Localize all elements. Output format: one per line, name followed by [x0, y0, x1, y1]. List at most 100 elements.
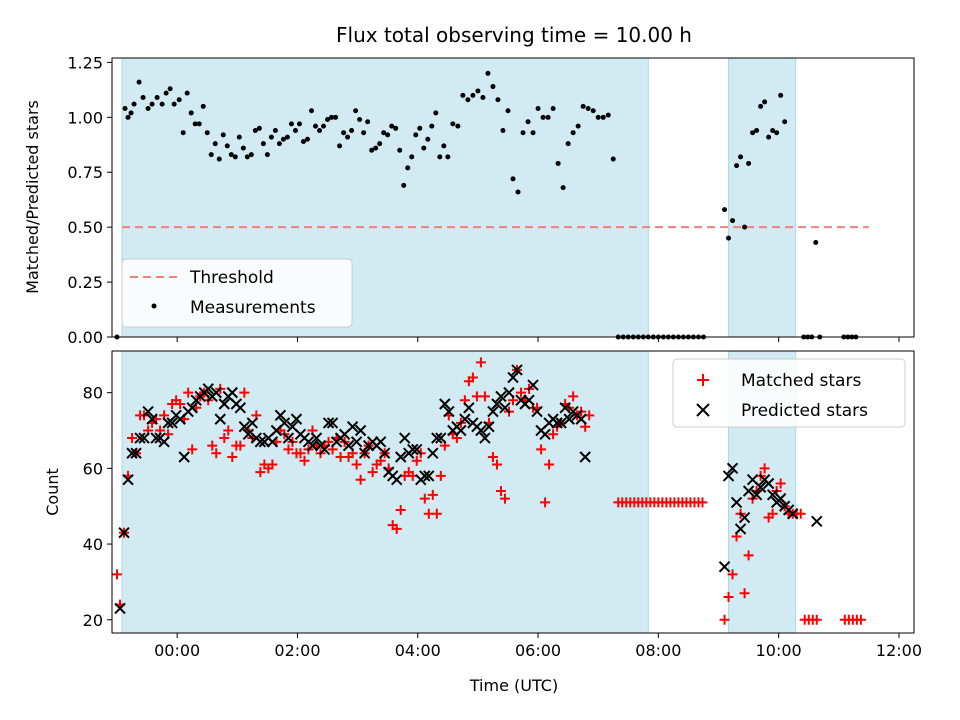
measurement-point: [405, 165, 411, 171]
matched-star-marker: [479, 391, 490, 402]
measurement-point: [560, 185, 566, 191]
top-legend: Threshold Measurements: [121, 258, 353, 328]
measurement-point: [409, 154, 415, 160]
measurement-point: [317, 127, 323, 133]
matched-star-marker: [419, 493, 430, 504]
measurement-point: [595, 114, 601, 120]
predicted-star-marker: [138, 432, 150, 444]
measurement-point: [304, 136, 310, 142]
matched-star-marker: [427, 489, 438, 500]
measurement-point: [417, 125, 423, 131]
measurement-point: [325, 117, 331, 123]
measurement-point: [762, 99, 768, 105]
measurement-point: [505, 108, 511, 114]
matched-star-marker: [499, 493, 510, 504]
predicted-star-marker: [495, 390, 507, 403]
predicted-star-marker: [278, 417, 291, 429]
measurement-point: [188, 110, 194, 116]
measurement-point: [495, 97, 501, 103]
measurement-point: [445, 154, 451, 160]
measurement-point: [754, 127, 760, 133]
predicted-star-marker: [487, 405, 499, 418]
measurement-point: [770, 127, 776, 133]
measurement-point: [184, 90, 190, 96]
predicted-star-marker: [455, 424, 467, 437]
matched-star-marker: [548, 429, 559, 440]
measurement-point: [726, 235, 732, 241]
x-tick-label: 00:00: [154, 641, 200, 660]
measurement-point: [292, 127, 298, 133]
predicted-star-marker: [310, 432, 323, 444]
measurement-point: [216, 156, 222, 162]
measurement-point: [385, 132, 391, 138]
matched-star-marker: [112, 569, 123, 580]
matched-star-marker: [219, 433, 230, 444]
measurement-point: [397, 147, 403, 153]
measurement-point: [240, 145, 246, 151]
measurement-point: [154, 95, 160, 101]
matched-star-marker: [411, 455, 422, 466]
predicted-star-marker: [166, 417, 178, 429]
matched-star-marker: [568, 391, 579, 402]
matched-star-marker: [536, 444, 547, 455]
bottom-panel: 00:00 02:00 04:00 06:00 08:00 10:00 12:00 20 40…: [43, 350, 922, 695]
measurement-point: [605, 112, 611, 118]
matched-star-marker: [223, 425, 234, 436]
measurement-point: [381, 130, 387, 136]
measurement-point: [413, 132, 419, 138]
measurement-point: [515, 189, 521, 195]
matched-star-marker: [255, 467, 266, 478]
measurement-point: [167, 86, 173, 92]
bottom-y-tick-label: 60: [83, 459, 103, 478]
measurement-point: [122, 106, 128, 112]
measurement-point: [610, 156, 616, 162]
predicted-star-marker: [726, 462, 739, 475]
predicted-star-marker: [178, 451, 190, 463]
predicted-star-marker: [459, 413, 471, 425]
measurement-point: [813, 240, 819, 246]
matched-star-marker: [435, 470, 446, 481]
measurement-point: [450, 121, 456, 127]
matched-star-marker: [516, 387, 527, 398]
predicted-star-marker: [374, 436, 387, 448]
predicted-star-marker: [158, 436, 170, 448]
measurement-point: [425, 136, 431, 142]
measurement-point: [284, 134, 290, 140]
matched-star-marker: [767, 508, 778, 519]
predicted-star-marker: [322, 417, 335, 429]
measurement-point: [268, 134, 274, 140]
measurement-point: [200, 103, 206, 109]
measurement-point: [149, 101, 155, 107]
predicted-star-marker: [750, 489, 763, 501]
chart-title: Flux total observing time = 10.00 h: [336, 23, 692, 47]
predicted-star-marker: [126, 447, 138, 459]
top-y-tick-label: 0.25: [67, 273, 103, 292]
measurement-point: [460, 92, 466, 98]
legend-predicted-swatch: [696, 403, 710, 417]
predicted-star-marker: [563, 413, 575, 425]
top-y-tick-label: 1.00: [67, 108, 103, 127]
predicted-star-marker: [551, 417, 563, 429]
predicted-star-marker: [130, 447, 142, 459]
measurement-point: [590, 108, 596, 114]
measurement-point: [365, 119, 371, 125]
predicted-star-marker: [427, 447, 439, 459]
matched-star-marker: [351, 459, 362, 470]
predicted-star-marker: [499, 402, 511, 414]
measurement-point: [264, 152, 270, 158]
matched-star-marker: [540, 497, 551, 508]
predicted-star-marker: [774, 492, 787, 505]
measurement-point: [140, 95, 146, 101]
measurement-point: [500, 127, 506, 133]
measurement-point: [192, 121, 198, 127]
matched-star-marker: [367, 467, 378, 478]
predicted-star-marker: [786, 508, 799, 520]
measurement-point: [774, 130, 780, 136]
legend-matched-swatch: [697, 374, 709, 386]
measurement-point: [272, 127, 278, 133]
matched-star-marker: [395, 504, 406, 515]
measurement-point: [145, 106, 151, 112]
top-y-tick-label: 1.25: [67, 53, 103, 72]
predicted-star-marker: [766, 489, 779, 501]
measurement-point: [377, 141, 383, 147]
